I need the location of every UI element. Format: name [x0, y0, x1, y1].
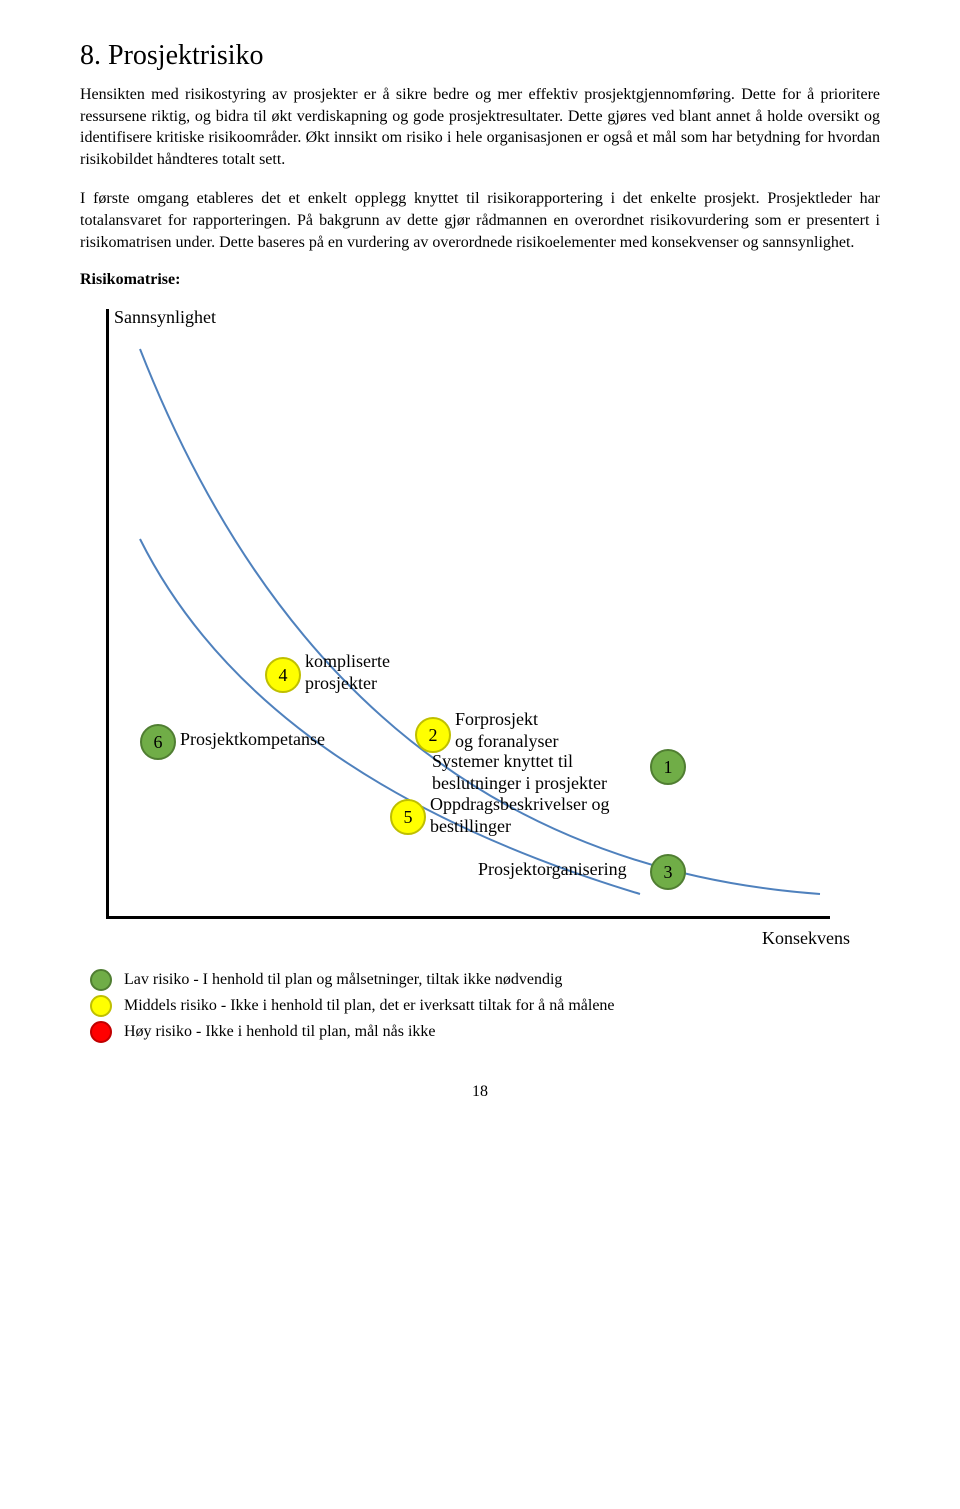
legend-row-medium: Middels risiko - Ikke i henhold til plan…: [90, 995, 880, 1017]
legend-text-low: Lav risiko - I henhold til plan og målse…: [124, 971, 562, 989]
y-axis-line: [106, 309, 109, 919]
risk-node-6-number: 6: [154, 732, 163, 753]
risk-node-6: 6: [140, 724, 176, 760]
legend-dot-low: [90, 969, 112, 991]
risk-node-2-number: 2: [429, 725, 438, 746]
x-axis-line: [106, 916, 830, 919]
page-number: 18: [80, 1083, 880, 1101]
paragraph-2: I første omgang etableres det et enkelt …: [80, 188, 880, 253]
risk-node-3-number: 3: [664, 862, 673, 883]
risk-node-2: 2: [415, 717, 451, 753]
legend-text-high: Høy risiko - Ikke i henhold til plan, må…: [124, 1023, 436, 1041]
risk-node-4-number: 4: [279, 665, 288, 686]
risk-node-1-number: 1: [664, 757, 673, 778]
risk-curves: [80, 299, 860, 949]
risk-node-5-number: 5: [404, 807, 413, 828]
risk-node-2-label-line2: og foranalyser: [455, 731, 558, 751]
risk-node-4-label-line1: kompliserte: [305, 651, 390, 671]
risk-node-4: 4: [265, 657, 301, 693]
risk-node-3: 3: [650, 854, 686, 890]
risk-node-5-label-line1: Oppdragsbeskrivelser og: [430, 794, 609, 814]
legend: Lav risiko - I henhold til plan og målse…: [80, 969, 880, 1043]
section-heading: 8. Prosjektrisiko: [80, 40, 880, 72]
legend-text-medium: Middels risiko - Ikke i henhold til plan…: [124, 997, 615, 1015]
risk-node-5: 5: [390, 799, 426, 835]
paragraph-1: Hensikten med risikostyring av prosjekte…: [80, 84, 880, 170]
risk-node-6-label: Prosjektkompetanse: [180, 729, 325, 751]
y-axis-label: Sannsynlighet: [114, 307, 216, 328]
risk-node-3-label: Prosjektorganisering: [478, 859, 627, 881]
legend-row-high: Høy risiko - Ikke i henhold til plan, må…: [90, 1021, 880, 1043]
risk-node-1-label: Systemer knyttet til beslutninger i pros…: [432, 751, 607, 794]
risk-node-1-label-line2: beslutninger i prosjekter: [432, 773, 607, 793]
risk-node-1: 1: [650, 749, 686, 785]
risk-node-2-label-line1: Forprosjekt: [455, 709, 538, 729]
risk-node-2-label: Forprosjekt og foranalyser: [455, 709, 558, 752]
risk-node-5-label-line2: bestillinger: [430, 816, 511, 836]
risk-node-4-label: kompliserte prosjekter: [305, 651, 390, 694]
x-axis-label: Konsekvens: [762, 928, 850, 949]
matrix-title: Risikomatrise:: [80, 271, 880, 289]
risk-matrix: Sannsynlighet Konsekvens 6 Prosjektkompe…: [80, 299, 860, 949]
legend-dot-high: [90, 1021, 112, 1043]
risk-node-4-label-line2: prosjekter: [305, 673, 377, 693]
legend-dot-medium: [90, 995, 112, 1017]
risk-node-1-label-line1: Systemer knyttet til: [432, 751, 573, 771]
risk-node-5-label: Oppdragsbeskrivelser og bestillinger: [430, 794, 609, 837]
legend-row-low: Lav risiko - I henhold til plan og målse…: [90, 969, 880, 991]
